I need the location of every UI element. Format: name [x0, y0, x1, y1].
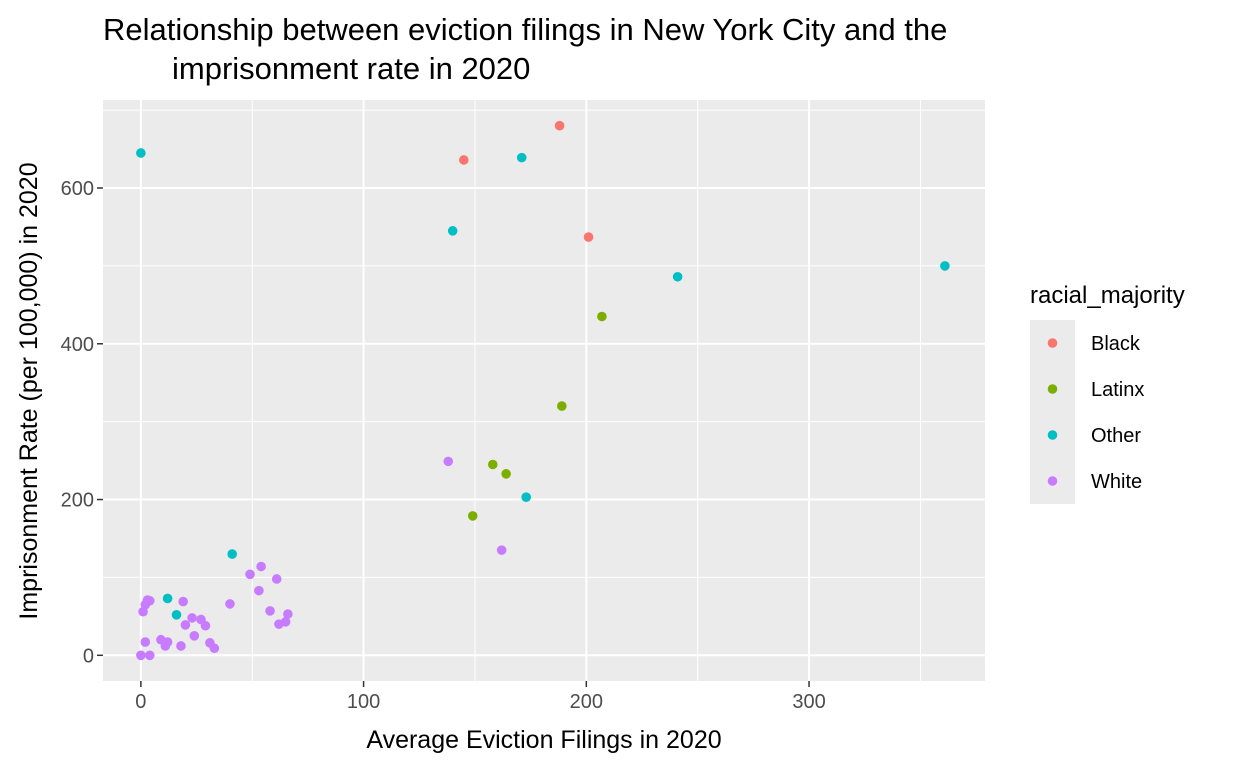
point-white: [283, 609, 293, 619]
point-white: [265, 606, 275, 616]
point-latinx: [597, 311, 607, 322]
point-white: [136, 650, 146, 661]
legend-swatch-black: [1047, 338, 1058, 348]
point-latinx: [557, 401, 567, 411]
legend-label-latinx: Latinx: [1091, 379, 1144, 401]
y-tick-label: 0: [83, 645, 94, 667]
legend-label-black: Black: [1091, 333, 1141, 355]
point-white: [160, 641, 171, 651]
point-black: [554, 120, 565, 131]
x-tick-label: 0: [135, 691, 146, 713]
legend-label-other: Other: [1091, 425, 1141, 447]
y-axis-ticks: 0 200 400 600: [61, 178, 103, 667]
point-latinx: [487, 459, 498, 470]
point-white: [176, 641, 186, 651]
point-white: [496, 545, 507, 555]
legend-title: racial_majority: [1030, 282, 1185, 309]
x-tick-label: 300: [792, 691, 825, 713]
point-black: [583, 232, 594, 242]
point-other: [136, 148, 146, 158]
point-white: [189, 631, 200, 641]
legend: racial_majority Black Latinx Other White: [1030, 282, 1185, 504]
point-white: [209, 643, 220, 654]
grid-major-lines: [103, 100, 985, 681]
point-other: [672, 271, 683, 282]
point-white: [256, 561, 266, 572]
point-white: [271, 574, 282, 584]
point-white: [144, 650, 155, 661]
point-other: [516, 152, 527, 163]
point-white: [225, 599, 235, 609]
point-white: [180, 620, 191, 630]
y-tick-label: 200: [61, 490, 94, 512]
plot-panel: [103, 100, 985, 681]
chart-title-line-1: Relationship between eviction filings in…: [103, 12, 947, 47]
chart-title-line-2: imprisonment rate in 2020: [172, 51, 530, 86]
y-axis-title: Imprisonment Rate (per 100,000) in 2020: [15, 162, 43, 619]
point-white: [200, 620, 211, 631]
x-axis-ticks: 0 100 200 300: [135, 681, 826, 713]
point-other: [521, 492, 531, 502]
y-tick-label: 400: [61, 334, 94, 356]
legend-label-white: White: [1091, 471, 1142, 493]
point-black: [459, 155, 469, 165]
point-other: [162, 593, 173, 604]
point-white: [274, 619, 284, 629]
legend-swatch-other: [1047, 430, 1058, 440]
legend-swatch-white: [1047, 476, 1058, 486]
point-latinx: [467, 511, 478, 521]
y-tick-label: 600: [61, 178, 94, 200]
point-latinx: [501, 469, 511, 479]
point-other: [227, 549, 237, 559]
legend-swatch-latinx: [1047, 384, 1058, 394]
x-tick-label: 200: [570, 691, 603, 713]
point-white: [138, 606, 148, 617]
point-other: [171, 610, 182, 620]
grid-minor-lines: [103, 100, 985, 681]
x-tick-label: 100: [347, 691, 380, 713]
chart-title: Relationship between eviction filings in…: [103, 12, 947, 86]
point-white: [254, 585, 264, 596]
point-white: [245, 569, 255, 580]
point-white: [443, 456, 454, 467]
point-other: [940, 261, 950, 271]
data-points: [136, 120, 950, 661]
point-other: [447, 226, 458, 236]
x-axis-title: Average Eviction Filings in 2020: [366, 726, 721, 754]
point-white: [178, 596, 188, 607]
point-white: [187, 613, 197, 623]
point-white: [140, 637, 151, 647]
